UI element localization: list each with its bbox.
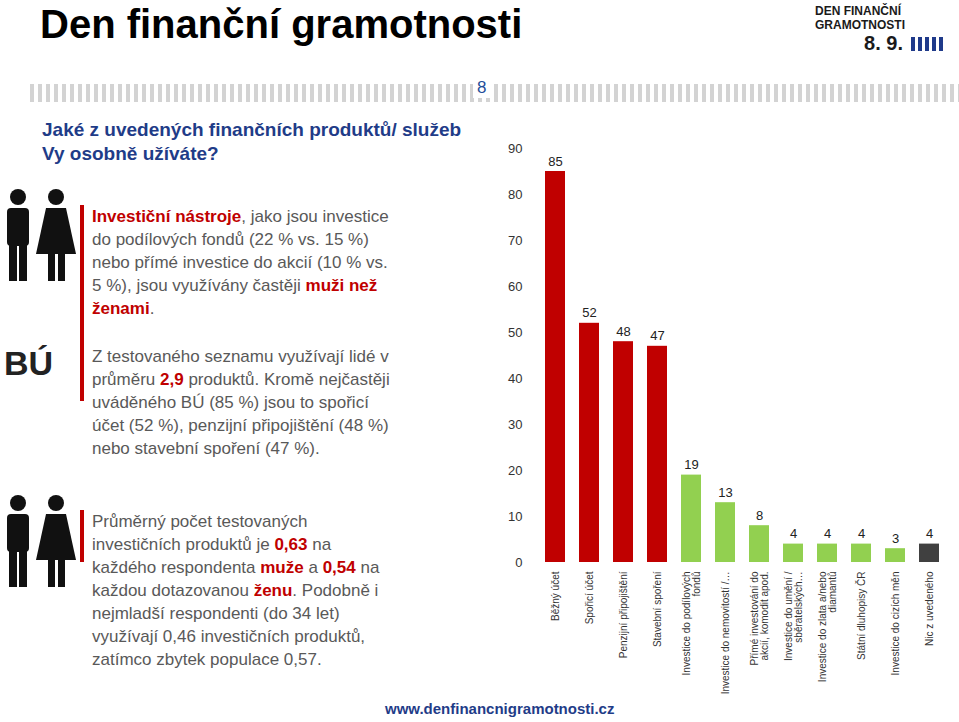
html-text:Z testovaného seznamu využívaj: Z testovaného seznamu využívají lidé v p… [92,347,390,458]
svg-text:Penzijní připojištění: Penzijní připojištění [618,571,629,658]
svg-text:80: 80 [508,187,522,202]
svg-text:4: 4 [824,526,831,541]
svg-text:60: 60 [508,279,522,294]
svg-text:90: 90 [508,141,522,156]
svg-text:8: 8 [756,508,763,523]
svg-text:Státní dluhopisy ČR: Státní dluhopisy ČR [855,572,867,660]
svg-text:52: 52 [582,305,596,320]
svg-text:Investice do umění /sběratelsk: Investice do umění /sběratelských… [783,571,804,661]
svg-text:Stavební spoření: Stavební spoření [652,571,663,647]
svg-text:Přímé investování doakcií, kom: Přímé investování doakcií, komodit apod. [749,571,770,665]
svg-text:13: 13 [718,485,732,500]
svg-text:Investice do zlata a/nebodiama: Investice do zlata a/nebodiamantů [817,571,838,682]
svg-text:4: 4 [858,526,865,541]
svg-text:Investice do cizích měn: Investice do cizích měn [890,572,901,676]
svg-text:Investice do nemovitostí /…: Investice do nemovitostí /… [720,572,731,695]
html-text:8. 9.: 8. 9. [864,32,903,54]
svg-text:3: 3 [892,531,899,546]
html-text:DEN FINANČNÍ GRAMOTNOSTI: DEN FINANČNÍ GRAMOTNOSTI [815,4,905,32]
html-text:BÚ: BÚ [4,344,54,382]
svg-text:85: 85 [548,154,562,169]
svg-text:Nic z uvedeného: Nic z uvedeného [924,571,935,646]
svg-text:70: 70 [508,233,522,248]
svg-text:19: 19 [684,457,698,472]
html-text:Průměrný počet testovaných inv: Průměrný počet testovaných investičních … [92,512,380,669]
html-text:Jaké z uvedených finančních pr: Jaké z uvedených finančních produktů/ sl… [42,119,462,164]
svg-text:Spořicí účet: Spořicí účet [584,571,595,624]
html-text:8: 8 [477,78,487,97]
html-text:www.denfinancnigramotnosti.cz: www.denfinancnigramotnosti.cz [385,700,615,717]
svg-text:10: 10 [508,509,522,524]
svg-text:47: 47 [650,328,664,343]
svg-text:Investice do podílovýchfondů: Investice do podílovýchfondů [681,572,702,676]
svg-text:4: 4 [926,526,933,541]
html-text:Den finanční gramotnosti: Den finanční gramotnosti [40,2,523,46]
svg-text:30: 30 [508,417,522,432]
html-text:Investiční nástroje, jako jsou: Investiční nástroje, jako jsou investice… [92,207,389,318]
svg-text:50: 50 [508,325,522,340]
svg-text:4: 4 [790,526,797,541]
svg-text:Běžný účet: Běžný účet [550,571,561,621]
svg-text:20: 20 [508,463,522,478]
svg-text:0: 0 [515,555,522,570]
svg-text:40: 40 [508,371,522,386]
svg-text:48: 48 [616,324,630,339]
